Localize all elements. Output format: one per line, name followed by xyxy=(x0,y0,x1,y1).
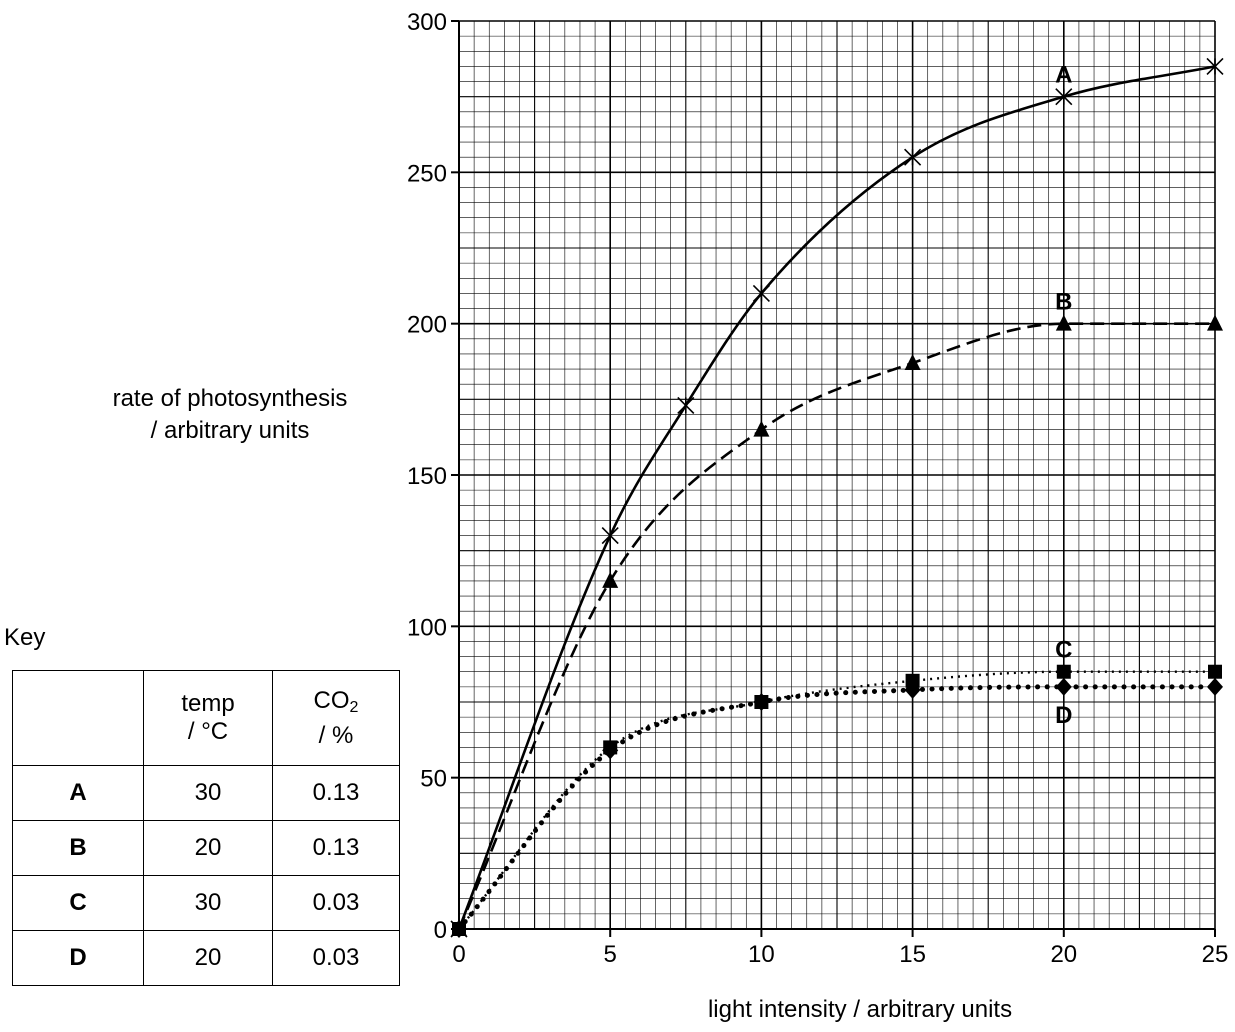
key-row-temp: 20 xyxy=(143,930,273,986)
key-row-co2: 0.03 xyxy=(272,875,400,931)
point-A xyxy=(1206,57,1224,75)
point-B xyxy=(602,571,619,588)
x-tick-label: 10 xyxy=(748,941,775,968)
y-tick-label: 50 xyxy=(420,766,447,793)
key-row-label: A xyxy=(12,765,144,821)
series-labels: A B C D xyxy=(1055,62,1072,729)
series-markers xyxy=(450,57,1224,938)
key-header-co2-label: CO2 xyxy=(274,687,398,722)
key-header-temp: temp / °C xyxy=(143,670,273,766)
y-axis-label: rate of photosynthesis / arbitrary units xyxy=(60,383,400,447)
x-axis-label: light intensity / arbitrary units xyxy=(707,996,1013,1023)
point-A xyxy=(904,148,922,166)
key-row-temp: 20 xyxy=(143,820,273,876)
x-tick-label: 0 xyxy=(452,941,465,968)
point-C xyxy=(905,673,920,688)
point-A xyxy=(677,396,695,414)
key-row-label: D xyxy=(12,930,144,986)
key-row: A 30 0.13 xyxy=(12,765,400,821)
point-D xyxy=(451,920,467,938)
key-header-co2: CO2 / % xyxy=(272,670,400,766)
series-label-C: C xyxy=(1055,637,1072,664)
point-A xyxy=(601,526,619,545)
x-tick-label: 5 xyxy=(604,941,617,968)
point-B xyxy=(1055,314,1072,331)
key-header-co2-text: CO xyxy=(313,686,350,714)
series-line-D xyxy=(456,684,1218,932)
series-label-B: B xyxy=(1055,289,1072,316)
series-lines xyxy=(456,65,1218,932)
series-line-A xyxy=(457,65,1216,930)
key-header-temp-unit: / °C xyxy=(187,718,229,745)
chart-grid xyxy=(458,20,1216,930)
series-line-C xyxy=(458,670,1215,930)
point-C xyxy=(1208,664,1222,679)
x-tick-label: 15 xyxy=(899,941,926,968)
y-axis-label-line2: / arbitrary units xyxy=(150,417,310,444)
point-C xyxy=(1056,664,1071,679)
y-tick-label: 300 xyxy=(407,9,447,36)
key-row-label: B xyxy=(12,820,144,876)
key-row-co2: 0.13 xyxy=(272,820,400,876)
x-tick-label: 20 xyxy=(1050,941,1077,968)
point-A xyxy=(752,284,770,302)
y-tick-label: 0 xyxy=(434,917,447,944)
key-row-temp: 30 xyxy=(143,765,273,821)
point-D xyxy=(1207,677,1223,696)
key-table: temp / °C CO2 / % A 30 0.13 B 20 0.13 C … xyxy=(12,670,400,986)
series-label-D: D xyxy=(1055,702,1072,729)
point-A xyxy=(1055,88,1073,106)
key-row-temp: 30 xyxy=(143,875,273,931)
key-row: B 20 0.13 xyxy=(12,820,400,876)
point-B xyxy=(904,354,921,371)
chart-axes xyxy=(451,20,1216,937)
key-row-co2: 0.13 xyxy=(272,765,400,821)
point-D xyxy=(1055,677,1072,696)
key-row: C 30 0.03 xyxy=(12,875,400,931)
y-tick-label: 200 xyxy=(407,312,447,339)
y-tick-label: 100 xyxy=(407,614,447,641)
point-D xyxy=(753,693,770,711)
key-title: Key xyxy=(4,624,46,651)
key-header-empty xyxy=(12,670,144,766)
key-row: D 20 0.03 xyxy=(12,930,400,986)
y-tick-label: 250 xyxy=(407,160,447,187)
key-header-co2-unit: / % xyxy=(318,721,354,749)
series-label-A: A xyxy=(1055,62,1072,89)
point-B xyxy=(1207,314,1223,331)
x-tick-label: 25 xyxy=(1202,941,1229,968)
point-B xyxy=(753,420,770,437)
key-header-temp-label: temp xyxy=(181,690,235,717)
point-D xyxy=(602,741,619,760)
y-axis-label-line1: rate of photosynthesis xyxy=(112,385,348,412)
key-header-row: temp / °C CO2 / % xyxy=(12,670,400,766)
series-line-B xyxy=(457,322,1215,930)
y-tick-label: 150 xyxy=(407,463,447,490)
point-D xyxy=(904,680,921,699)
tick-labels: 0 50 100 150 200 250 300 0 5 10 15 20 25 xyxy=(407,9,1228,968)
key-row-co2: 0.03 xyxy=(272,930,400,986)
key-row-label: C xyxy=(12,875,144,931)
key-header-co2-subscript: 2 xyxy=(349,698,359,716)
